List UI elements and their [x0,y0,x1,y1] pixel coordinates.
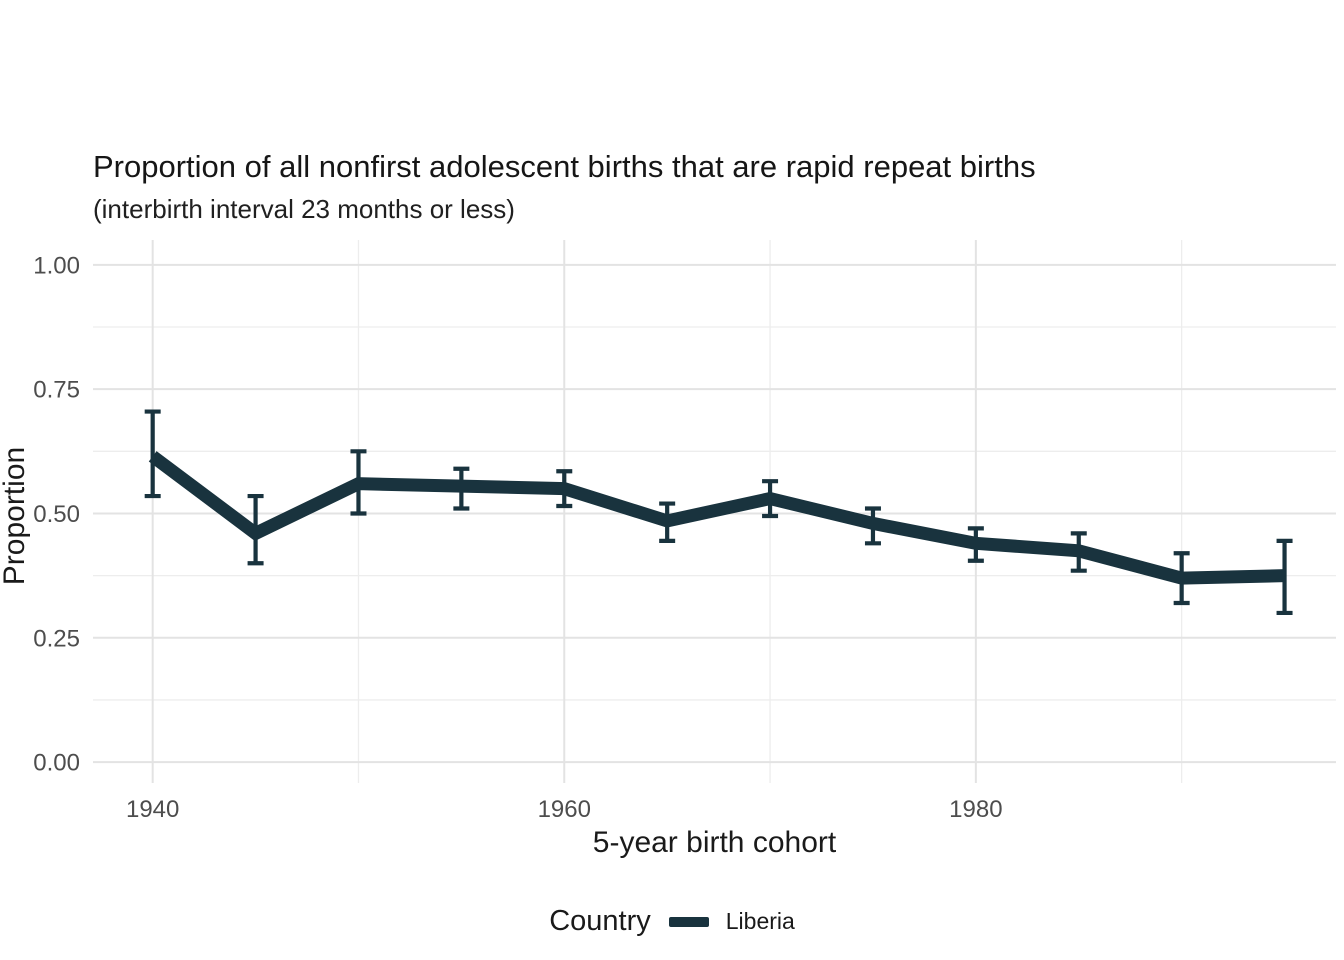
series-line-liberia [148,451,1285,585]
y-axis-title: Proportion [0,446,31,586]
x-tick-label: 1960 [538,796,591,823]
y-tick-label: 0.00 [33,750,80,777]
x-axis-title: 5-year birth cohort [592,826,837,859]
chart-title: Proportion of all nonfirst adolescent bi… [93,149,1036,184]
y-tick-label: 1.00 [33,252,80,279]
legend-line-swatch [668,916,709,927]
y-tick-label: 0.25 [33,625,80,652]
x-tick-label: 1980 [949,796,1002,823]
legend-label-liberia: Liberia [725,908,795,934]
y-tick-label: 0.75 [33,377,80,404]
x-tick-label: 1940 [126,796,179,823]
chart-subtitle: (interbirth interval 23 months or less) [93,194,515,224]
y-tick-label: 0.50 [33,501,80,528]
legend-title: Country [549,905,651,937]
legend: Country Liberia [0,905,1344,938]
